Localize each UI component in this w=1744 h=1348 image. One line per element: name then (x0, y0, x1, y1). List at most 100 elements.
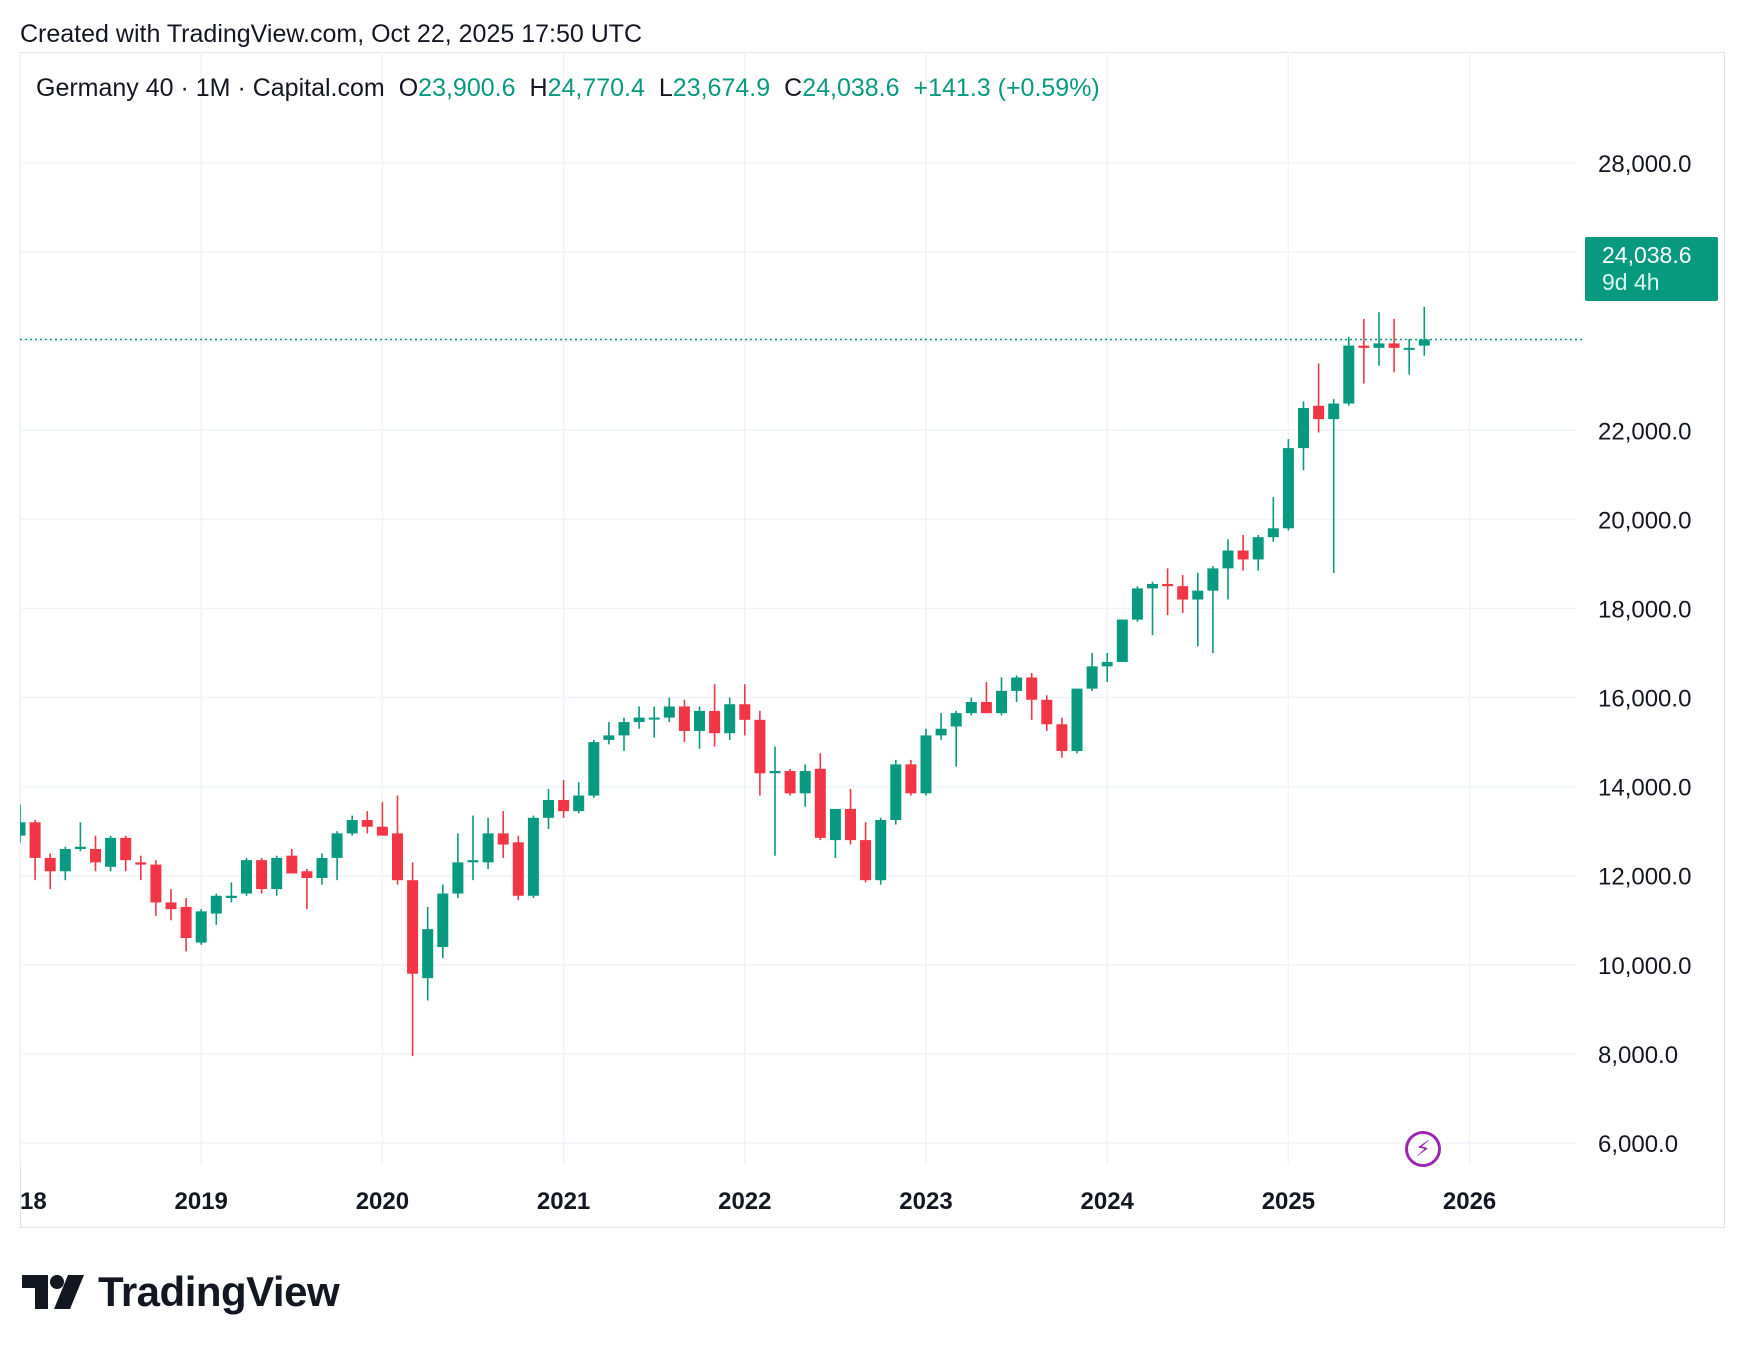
candle-body[interactable] (618, 722, 630, 736)
candle-body[interactable] (512, 842, 524, 896)
candle-body[interactable] (829, 808, 841, 841)
candle-body[interactable] (301, 871, 313, 878)
candle-body[interactable] (860, 840, 872, 881)
candle-body[interactable] (286, 855, 298, 874)
candle-body[interactable] (376, 826, 388, 836)
candle-body[interactable] (754, 719, 766, 774)
candle-body[interactable] (210, 895, 222, 914)
candle-body[interactable] (407, 880, 419, 974)
candle-body[interactable] (497, 833, 509, 845)
candle-body[interactable] (663, 706, 675, 718)
candle-body[interactable] (1177, 586, 1189, 600)
candle-body[interactable] (694, 710, 705, 731)
candle-body[interactable] (678, 706, 690, 731)
candle-body[interactable] (875, 820, 887, 881)
candle-body[interactable] (195, 911, 207, 943)
candle-body[interactable] (648, 717, 660, 720)
candle-body[interactable] (845, 808, 856, 841)
candle-body[interactable] (1056, 724, 1068, 751)
candle-body[interactable] (346, 820, 358, 834)
candle-body[interactable] (558, 800, 570, 812)
candle-body[interactable] (1131, 588, 1143, 620)
candle-body[interactable] (1026, 677, 1038, 700)
candle-body[interactable] (452, 862, 464, 894)
candle-body[interactable] (1086, 666, 1098, 689)
candle-body[interactable] (1192, 590, 1204, 600)
candle-body[interactable] (573, 795, 585, 812)
candle-body[interactable] (1011, 677, 1023, 691)
candle-body[interactable] (724, 704, 736, 734)
candle-body[interactable] (180, 906, 192, 939)
y-axis-tick-label: 20,000.0 (1598, 507, 1691, 534)
candle-body[interactable] (392, 833, 403, 881)
candle-body[interactable] (769, 771, 781, 774)
candle-body[interactable] (527, 817, 539, 896)
candle-body[interactable] (361, 820, 373, 827)
candle-body[interactable] (1207, 568, 1219, 591)
candle-body[interactable] (271, 857, 283, 890)
candle-body[interactable] (1388, 343, 1400, 348)
candle-body[interactable] (890, 764, 902, 821)
candle-body[interactable] (543, 800, 554, 818)
candle-body[interactable] (1343, 345, 1355, 404)
candle-body[interactable] (1328, 403, 1340, 420)
candle-body[interactable] (1162, 583, 1174, 587)
candle-body[interactable] (935, 728, 947, 736)
candle-body[interactable] (709, 710, 721, 734)
candle-body[interactable] (980, 702, 992, 714)
candle-body[interactable] (603, 735, 615, 740)
candle-body[interactable] (135, 862, 147, 865)
candle-body[interactable] (1298, 408, 1309, 449)
candle-body[interactable] (739, 704, 751, 720)
candle-body[interactable] (1147, 583, 1158, 589)
candle-body[interactable] (950, 713, 962, 727)
candle-body[interactable] (588, 742, 600, 796)
lightning-bolt-icon[interactable]: ⚡ (1405, 1131, 1441, 1167)
candle-body[interactable] (965, 702, 977, 714)
candle-body[interactable] (1041, 699, 1053, 725)
candle-body[interactable] (920, 735, 932, 794)
candle-body[interactable] (905, 764, 917, 794)
candle-body[interactable] (482, 833, 494, 863)
candle-body[interactable] (437, 893, 449, 947)
candle-body[interactable] (241, 860, 252, 894)
tradingview-brand[interactable]: TradingView (22, 1268, 340, 1316)
candle-body[interactable] (1237, 550, 1249, 560)
candle-body[interactable] (15, 822, 26, 836)
candle-body[interactable] (633, 717, 645, 723)
candle-body[interactable] (1116, 619, 1128, 662)
candle-body[interactable] (1373, 343, 1385, 348)
candle-body[interactable] (1313, 405, 1325, 420)
candle-body[interactable] (996, 690, 1007, 714)
candle-body[interactable] (165, 902, 177, 910)
candle-body[interactable] (44, 857, 56, 872)
candle-body[interactable] (1252, 537, 1264, 560)
candle-body[interactable] (316, 857, 328, 878)
candle-body[interactable] (225, 895, 237, 898)
candle-body[interactable] (1222, 550, 1234, 569)
candle-body[interactable] (799, 771, 811, 794)
candle-body[interactable] (1403, 347, 1415, 350)
candle-body[interactable] (331, 833, 343, 858)
y-axis-tick-label: 8,000.0 (1598, 1042, 1678, 1069)
candle-body[interactable] (1282, 448, 1294, 529)
candle-body[interactable] (422, 929, 434, 979)
candle-body[interactable] (467, 860, 479, 863)
candle-body[interactable] (120, 837, 132, 861)
candle-body[interactable] (1101, 661, 1113, 667)
candle-body[interactable] (1418, 339, 1430, 346)
candle-body[interactable] (105, 837, 117, 867)
candle-body[interactable] (814, 768, 826, 838)
candle-body[interactable] (1267, 528, 1279, 538)
candle-body[interactable] (150, 864, 162, 903)
candle-body[interactable] (29, 822, 41, 858)
candle-body[interactable] (74, 846, 86, 849)
candle-body[interactable] (1358, 345, 1370, 348)
candle-body[interactable] (59, 849, 71, 872)
y-axis-tick-label: 28,000.0 (1598, 151, 1691, 178)
candle-body[interactable] (1071, 688, 1083, 751)
candle-body[interactable] (90, 849, 101, 863)
candle-body[interactable] (784, 771, 796, 794)
candle-body[interactable] (256, 860, 268, 890)
